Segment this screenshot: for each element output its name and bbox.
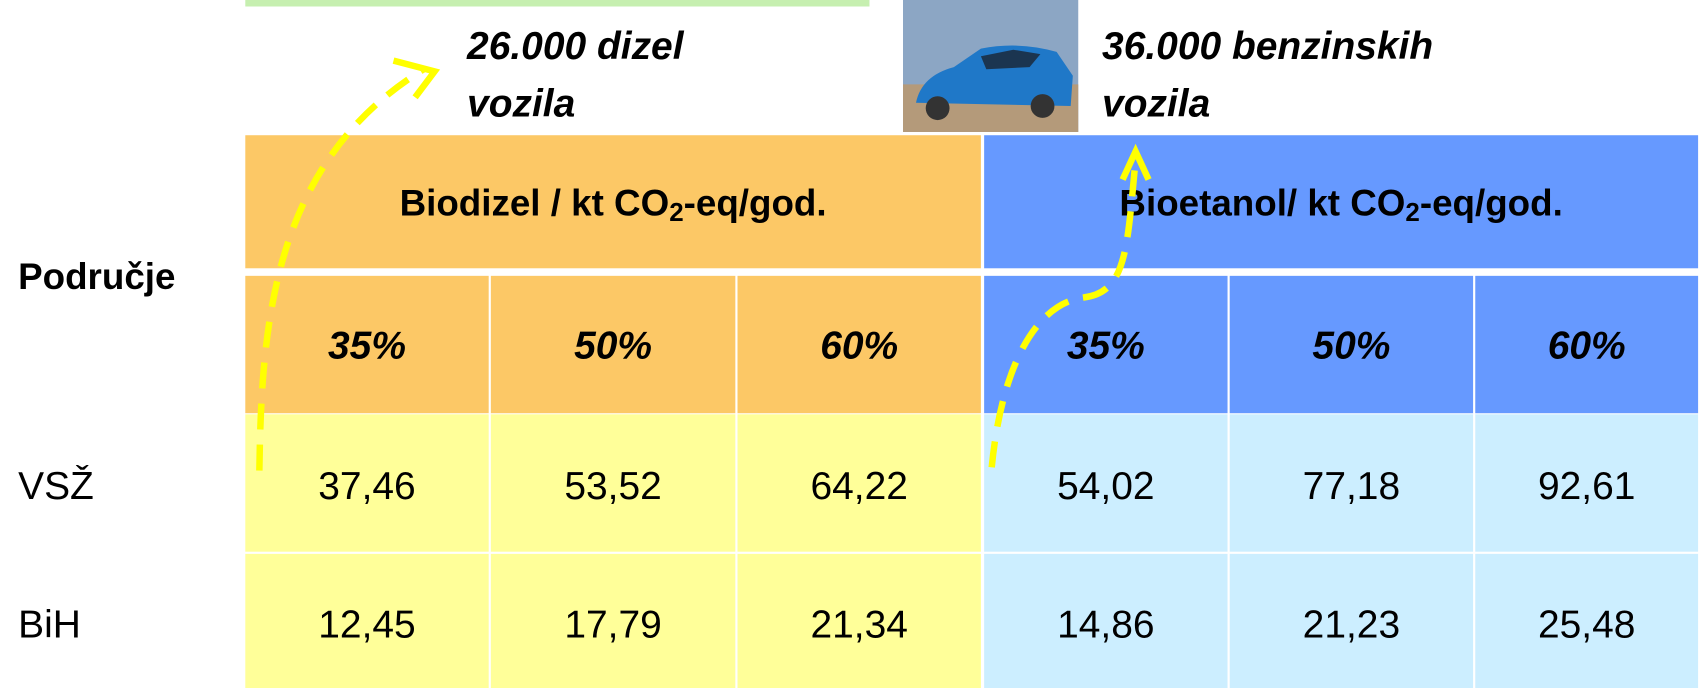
data-cell (984, 553, 1228, 688)
subheader-cell (1229, 275, 1474, 414)
cell-value: 17,79 (564, 604, 661, 647)
cell-value: 77,18 (1303, 465, 1400, 508)
row-label: BiH (18, 604, 81, 647)
subheader-label: 35% (1067, 325, 1145, 368)
header-text: -eq/god. (1420, 182, 1563, 223)
subheader-cell (1475, 275, 1699, 414)
car-photo (903, 0, 1079, 132)
data-cell (1475, 414, 1699, 552)
cell-value: 92,61 (1538, 465, 1635, 508)
note: vozila (467, 82, 575, 125)
row-label: VSŽ (18, 465, 94, 508)
data-cell (245, 553, 489, 688)
subheader-cell (245, 275, 489, 414)
cell-value: 21,23 (1303, 604, 1400, 647)
table: Biodizel / kt CO2-eq/god. Bioetanol/ kt C… (18, 135, 1699, 688)
subheader-label: 60% (820, 325, 898, 368)
subheader-label: 50% (1312, 325, 1390, 368)
subheader-cell (737, 275, 981, 414)
subscript: 2 (669, 197, 683, 227)
subscript: 2 (1405, 197, 1419, 227)
data-cell (1229, 553, 1474, 688)
note: vozila (1102, 82, 1210, 125)
data-cell (490, 553, 736, 688)
cell-value: 14,86 (1057, 604, 1154, 647)
subheader-label: 35% (328, 325, 406, 368)
arrows (256, 57, 1152, 471)
top-bar (245, 0, 870, 7)
cell-value: 21,34 (810, 604, 907, 647)
cell-value: 53,52 (564, 465, 661, 508)
arrow-head (1119, 143, 1152, 181)
note: 36.000 benzinskih (1102, 25, 1433, 68)
data-cell (737, 553, 981, 688)
cell-value: 12,45 (318, 604, 415, 647)
cell-value: 37,46 (318, 465, 415, 508)
cell-value: 54,02 (1057, 465, 1154, 508)
cell-value: 64,22 (810, 465, 907, 508)
header-cell (245, 135, 981, 269)
arrow-head (392, 57, 441, 100)
arrow-diesel (256, 66, 426, 471)
data-cell (1229, 414, 1474, 552)
header-label: Biodizel / kt CO2-eq/god. (400, 182, 827, 227)
corner-label: Područje (18, 256, 175, 297)
subheader-label: 50% (574, 325, 652, 368)
data-cell (245, 414, 489, 552)
arrow-petrol (988, 159, 1139, 468)
subheader-cell (490, 275, 736, 414)
header-text: Biodizel / kt CO (400, 182, 670, 223)
subheader-label: 60% (1548, 325, 1626, 368)
header-label: Bioetanol/ kt CO2-eq/god. (1119, 182, 1562, 227)
header-text: -eq/god. (684, 182, 827, 223)
data-cell (490, 414, 736, 552)
data-cell (984, 414, 1228, 552)
header-text: Bioetanol/ kt CO (1119, 182, 1405, 223)
data-cell (737, 414, 981, 552)
note: 26.000 dizel (466, 25, 685, 68)
data-cell (1475, 553, 1699, 688)
cell-value: 25,48 (1538, 604, 1635, 647)
header-cell (984, 135, 1699, 269)
